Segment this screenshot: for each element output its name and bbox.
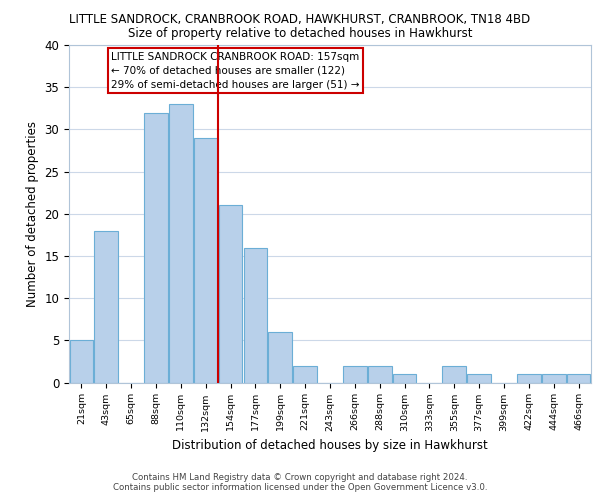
Bar <box>517 374 541 382</box>
Bar <box>144 112 168 382</box>
Text: LITTLE SANDROCK CRANBROOK ROAD: 157sqm
← 70% of detached houses are smaller (122: LITTLE SANDROCK CRANBROOK ROAD: 157sqm ←… <box>111 52 360 90</box>
Bar <box>293 366 317 382</box>
Bar <box>542 374 566 382</box>
X-axis label: Distribution of detached houses by size in Hawkhurst: Distribution of detached houses by size … <box>172 439 488 452</box>
Bar <box>467 374 491 382</box>
Bar <box>70 340 93 382</box>
Bar <box>343 366 367 382</box>
Bar <box>219 206 242 382</box>
Bar <box>244 248 267 382</box>
Bar <box>94 230 118 382</box>
Text: LITTLE SANDROCK, CRANBROOK ROAD, HAWKHURST, CRANBROOK, TN18 4BD: LITTLE SANDROCK, CRANBROOK ROAD, HAWKHUR… <box>70 12 530 26</box>
Bar <box>368 366 392 382</box>
Bar <box>567 374 590 382</box>
Y-axis label: Number of detached properties: Number of detached properties <box>26 120 39 306</box>
Bar <box>268 332 292 382</box>
Bar <box>194 138 218 382</box>
Bar <box>169 104 193 382</box>
Text: Size of property relative to detached houses in Hawkhurst: Size of property relative to detached ho… <box>128 28 472 40</box>
Bar <box>393 374 416 382</box>
Text: Contains HM Land Registry data © Crown copyright and database right 2024.
Contai: Contains HM Land Registry data © Crown c… <box>113 473 487 492</box>
Bar <box>442 366 466 382</box>
